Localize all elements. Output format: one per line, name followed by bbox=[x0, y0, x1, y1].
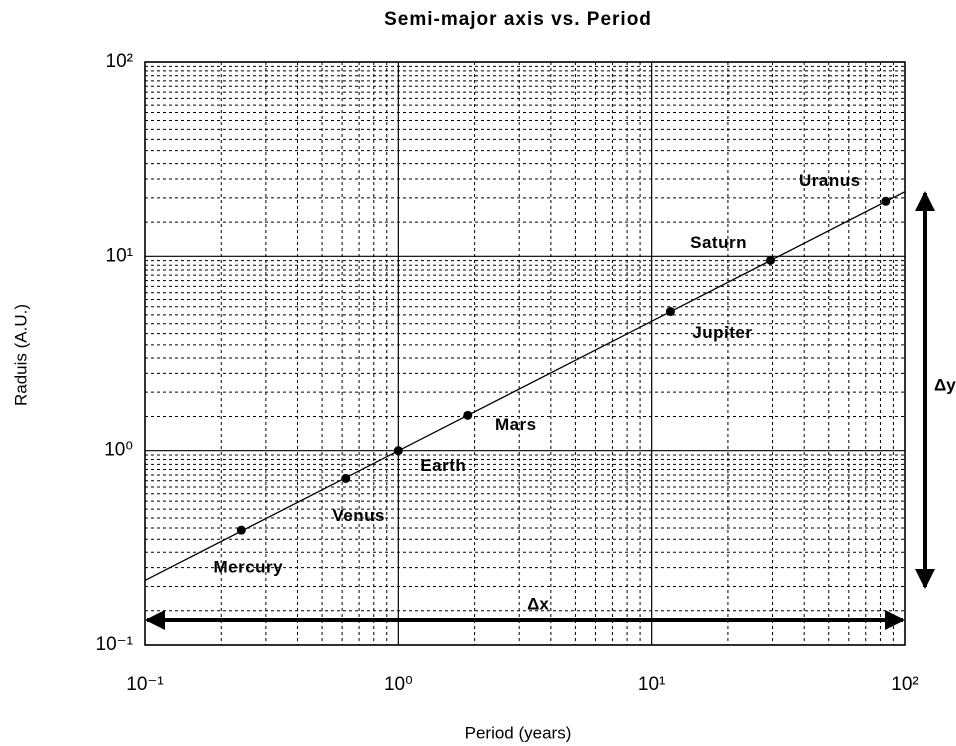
point-label: Mars bbox=[495, 415, 537, 434]
y-axis-label: Raduis (A.U.) bbox=[11, 304, 30, 406]
delta-y-label: Δy bbox=[934, 375, 956, 394]
point-label: Uranus bbox=[799, 171, 861, 190]
x-tick-label: 10² bbox=[891, 674, 918, 695]
plot-frame bbox=[144, 61, 906, 646]
y-tick-label: 10⁰ bbox=[104, 440, 133, 461]
data-point bbox=[341, 473, 351, 483]
point-label: Saturn bbox=[690, 233, 747, 252]
y-tick-label: 10¹ bbox=[106, 245, 133, 266]
y-tick-label: 10² bbox=[106, 51, 133, 72]
y-tick-label: 10⁻¹ bbox=[96, 634, 134, 655]
data-point bbox=[881, 196, 891, 206]
point-label: Earth bbox=[420, 456, 466, 475]
point-label: Jupiter bbox=[692, 323, 752, 342]
x-axis-label: Period (years) bbox=[465, 723, 572, 742]
x-tick-label: 10⁰ bbox=[384, 674, 413, 695]
data-point bbox=[393, 446, 403, 456]
x-tick-label: 10⁻¹ bbox=[126, 674, 164, 695]
point-label: Mercury bbox=[213, 558, 283, 577]
data-point bbox=[766, 255, 776, 265]
delta-x-label: Δx bbox=[527, 594, 549, 613]
point-label: Venus bbox=[332, 506, 385, 525]
data-point bbox=[236, 525, 246, 535]
chart-title: Semi-major axis vs. Period bbox=[384, 9, 652, 30]
data-point bbox=[463, 410, 473, 420]
x-tick-label: 10¹ bbox=[638, 674, 665, 695]
fit-line bbox=[144, 191, 906, 581]
data-point bbox=[665, 307, 675, 317]
